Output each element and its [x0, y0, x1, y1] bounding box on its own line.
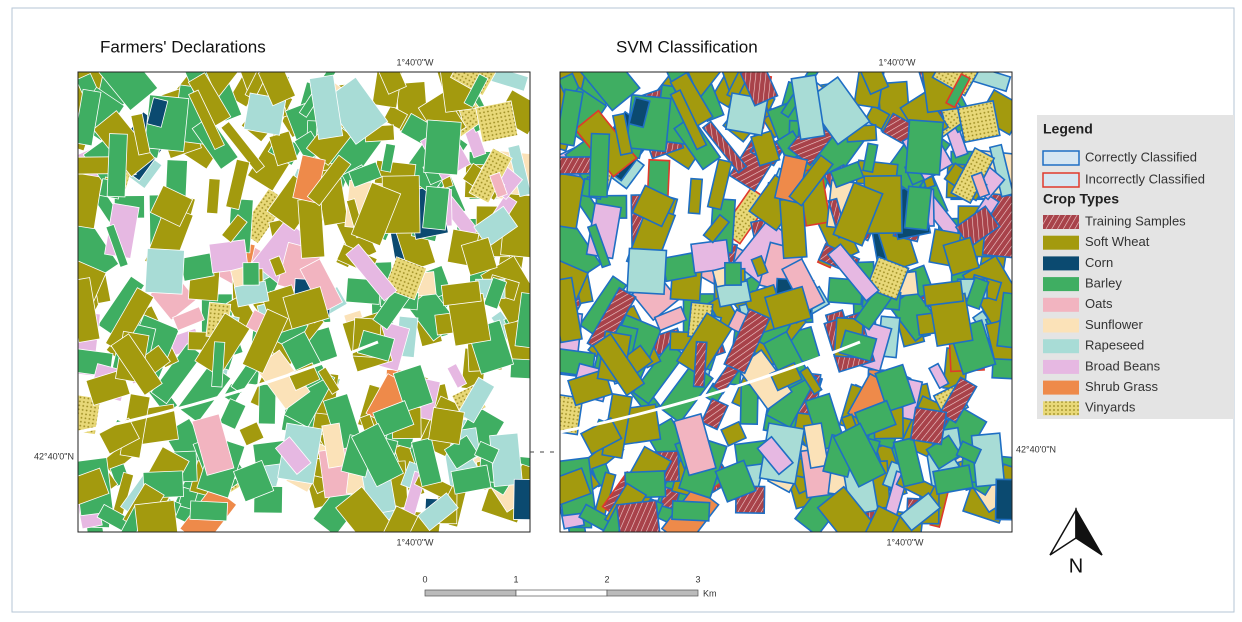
field [514, 479, 545, 520]
field [441, 281, 481, 306]
field [239, 422, 264, 446]
field [429, 407, 465, 444]
field [298, 199, 325, 259]
scale-label: 2 [604, 574, 609, 584]
scale-segment [425, 590, 516, 596]
legend-swatch [1043, 277, 1079, 291]
field [970, 66, 1010, 91]
coord-label: 42°40'0"N [34, 451, 74, 461]
field [190, 501, 228, 521]
legend-label: Vinyards [1085, 400, 1136, 415]
legend-label: Rapeseed [1085, 338, 1144, 353]
field [424, 120, 462, 175]
field [905, 186, 932, 230]
field [476, 101, 518, 142]
field [488, 66, 528, 91]
legend-label: Incorrectly Classified [1085, 171, 1205, 186]
field [135, 500, 180, 550]
north-arrow: N [1050, 510, 1102, 577]
field [180, 253, 214, 281]
map-fields [535, 46, 1037, 555]
legend-label: Corn [1085, 255, 1113, 270]
legend-label: Shrub Grass [1085, 379, 1158, 394]
figure: Farmers' Declarations SVM Classification… [0, 0, 1242, 617]
field [145, 248, 184, 294]
scale-segment [607, 590, 698, 596]
scale-unit: Km [703, 588, 717, 598]
field [923, 281, 963, 306]
scale-label: 0 [422, 574, 427, 584]
legend-label: Sunflower [1085, 317, 1143, 332]
field [694, 342, 707, 387]
legend-swatch [1043, 381, 1079, 395]
map-title: Farmers' Declarations [100, 37, 266, 56]
field [701, 399, 728, 430]
field [662, 253, 696, 281]
north-label: N [1069, 555, 1083, 577]
legend-label: Training Samples [1085, 213, 1186, 228]
field [721, 422, 746, 446]
legend-swatch [1043, 339, 1079, 353]
field [423, 186, 450, 230]
field [243, 263, 259, 286]
field [552, 173, 584, 228]
legend-label: Broad Beans [1085, 358, 1161, 373]
field [70, 173, 102, 228]
legend-swatch [1043, 360, 1079, 374]
legend-subtitle: Crop Types [1043, 191, 1119, 207]
scale-segment [516, 590, 607, 596]
field [207, 179, 221, 214]
map-title: SVM Classification [616, 37, 758, 56]
field [780, 199, 807, 259]
field [725, 263, 741, 286]
legend-swatch [1043, 173, 1079, 187]
field [107, 134, 127, 197]
legend-swatch [1043, 215, 1079, 229]
legend-label: Correctly Classified [1085, 149, 1197, 164]
field [906, 120, 944, 175]
field [510, 359, 536, 379]
field [589, 134, 609, 197]
coord-label: 1°40'0"W [396, 57, 434, 67]
coord-label: 42°40'0"N [1016, 444, 1056, 454]
map-fields [53, 46, 555, 555]
field [992, 359, 1018, 379]
field [219, 399, 246, 430]
legend-title: Legend [1043, 121, 1093, 137]
legend-swatch [1043, 298, 1079, 312]
legend-swatch [1043, 236, 1079, 250]
legend-swatch [1043, 151, 1079, 165]
legend-swatch [1043, 401, 1079, 415]
field [911, 407, 947, 444]
coord-label: 1°40'0"W [396, 537, 434, 547]
coord-label: 1°40'0"W [886, 537, 924, 547]
field [672, 501, 710, 521]
field [958, 101, 1000, 142]
field [556, 157, 594, 174]
legend-label: Oats [1085, 296, 1113, 311]
field [627, 248, 666, 294]
scale-label: 3 [695, 574, 700, 584]
field [689, 179, 703, 214]
legend-label: Soft Wheat [1085, 234, 1150, 249]
scale-label: 1 [513, 574, 518, 584]
field [74, 157, 112, 174]
scale-bar [425, 590, 698, 596]
legend-swatch [1043, 256, 1079, 270]
legend-swatch [1043, 319, 1079, 333]
field [996, 479, 1027, 520]
legend-label: Barley [1085, 276, 1122, 291]
coord-label: 1°40'0"W [878, 57, 916, 67]
field [617, 500, 662, 550]
